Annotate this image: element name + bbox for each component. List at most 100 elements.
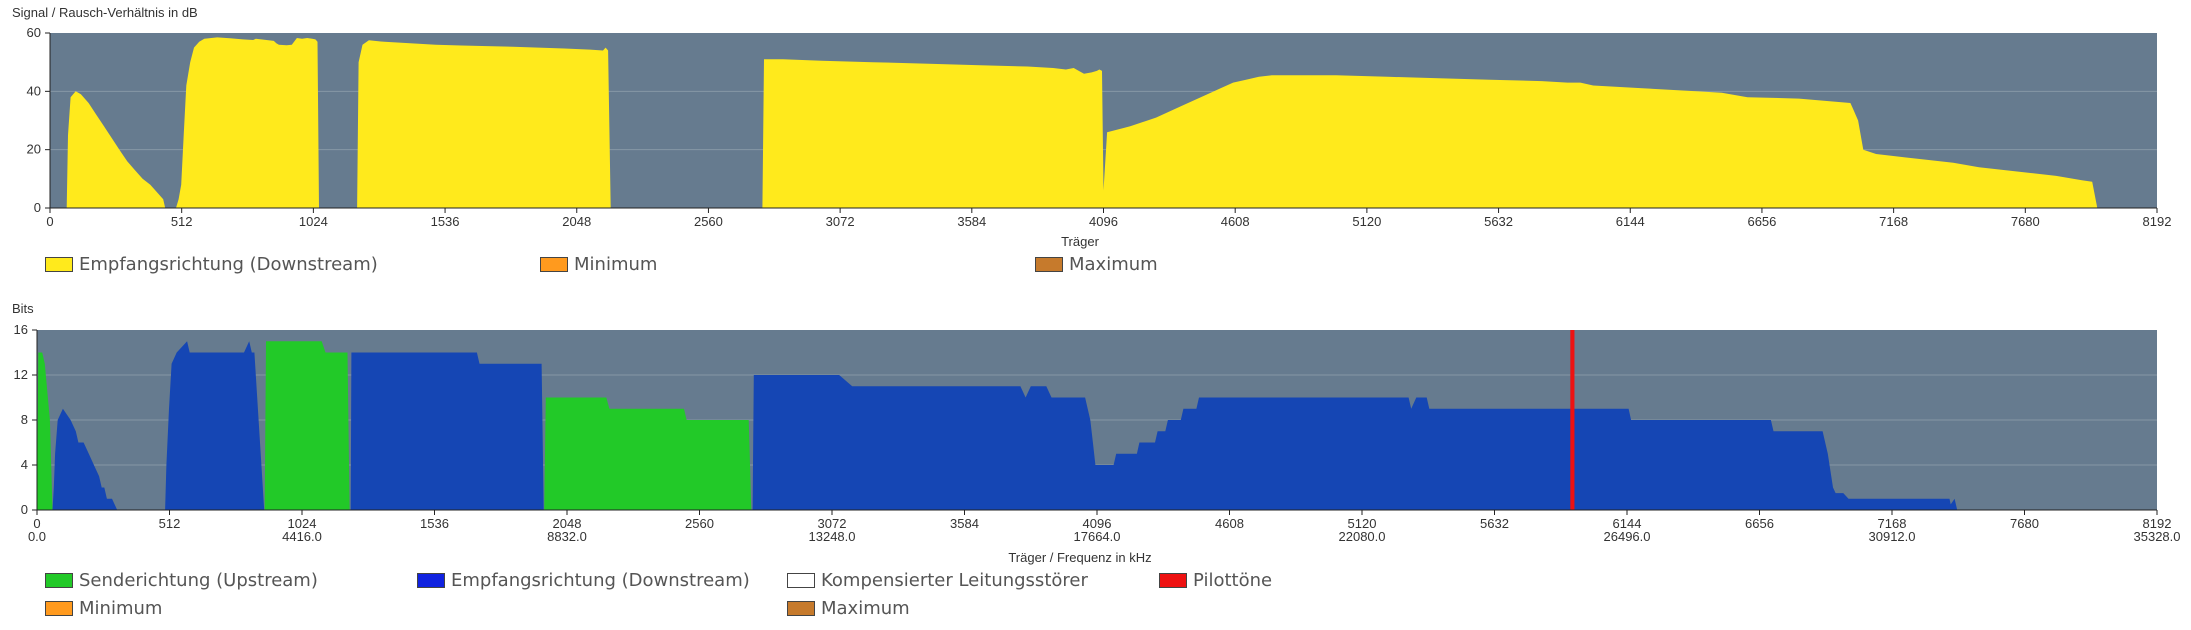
x-tick-label: 4608 [1221, 214, 1250, 229]
area-segment [165, 341, 265, 510]
bits-chart: Bits 0 4 8 12 16 0 512 1024 1536 2048 2560 3072 358… [12, 301, 2181, 565]
legend-label: Maximum [1069, 254, 1158, 275]
x-tick-label: 1024 [299, 214, 328, 229]
x-tick-label: 7168 [1879, 214, 1908, 229]
x-tick-label: 8192 [2143, 516, 2172, 531]
snr-legend-maximum: Maximum [1035, 254, 1158, 275]
x-tick-label: 2048 [562, 214, 591, 229]
pilot-swatch [1159, 573, 1187, 588]
pilot-tone-bar [1570, 330, 1575, 510]
bits-legend-downstream: Empfangsrichtung (Downstream) [417, 570, 750, 591]
snr-area-series [66, 37, 2098, 209]
x-tick-frequency-label: 4416.0 [282, 529, 322, 544]
y-tick-label: 16 [14, 322, 28, 337]
x-tick-label: 1024 [288, 516, 317, 531]
x-tick-label: 7680 [2010, 516, 2039, 531]
area-segment [176, 37, 319, 209]
legend-label: Senderichtung (Upstream) [79, 570, 318, 591]
x-tick-label: 3584 [950, 516, 979, 531]
area-segment [66, 91, 166, 208]
upstream-swatch [45, 573, 73, 588]
x-tick-label: 2560 [685, 516, 714, 531]
bits-legend-pilot: Pilottöne [1159, 570, 1272, 591]
x-tick-frequency-label: 22080.0 [1339, 529, 1386, 544]
downstream-swatch [417, 573, 445, 588]
bits-x-axis-label: Träger / Frequenz in kHz [1008, 550, 1151, 565]
bits-area-series [37, 341, 1958, 510]
y-tick-label: 20 [27, 142, 41, 157]
snr-x-ticks: 0 512 1024 1536 2048 2560 3072 3584 4096 4608 5120… [46, 208, 2171, 229]
x-tick-frequency-label: 17664.0 [1074, 529, 1121, 544]
bits-legend-minimum: Minimum [45, 598, 162, 619]
x-tick-label: 512 [159, 516, 181, 531]
y-tick-label: 0 [34, 200, 41, 215]
area-segment [37, 352, 53, 510]
y-tick-label: 40 [27, 83, 41, 98]
area-segment [544, 397, 752, 510]
area-segment [350, 352, 544, 510]
x-tick-label: 3584 [957, 214, 986, 229]
x-tick-label: 4096 [1083, 516, 1112, 531]
x-tick-label: 5632 [1480, 516, 1509, 531]
bits-x-ticks: 0 512 1024 1536 2048 2560 3072 3584 4096 4608 5120… [33, 510, 2171, 531]
downstream-swatch [45, 257, 73, 272]
legend-label: Maximum [821, 598, 910, 619]
x-tick-label: 6144 [1616, 214, 1645, 229]
x-tick-label: 1536 [420, 516, 449, 531]
x-tick-label: 6656 [1745, 516, 1774, 531]
x-tick-label: 7168 [1878, 516, 1907, 531]
x-tick-frequency-label: 13248.0 [809, 529, 856, 544]
x-tick-label: 4608 [1215, 516, 1244, 531]
area-segment [762, 59, 2098, 208]
x-tick-frequency-label: 35328.0 [2134, 529, 2181, 544]
legend-label: Pilottöne [1193, 570, 1273, 591]
snr-chart-title: Signal / Rausch-Verhältnis in dB [12, 5, 198, 20]
x-tick-label: 5120 [1348, 516, 1377, 531]
snr-chart: Signal / Rausch-Verhältnis in dB 0 20 40 60… [12, 5, 2171, 249]
x-tick-label: 0 [33, 516, 40, 531]
x-tick-frequency-label: 8832.0 [547, 529, 587, 544]
snr-x-axis-label: Träger [1061, 234, 1099, 249]
legend-label: Kompensierter Leitungsstörer [821, 570, 1088, 591]
legend-label: Empfangsrichtung (Downstream) [79, 254, 378, 275]
x-tick-label: 1536 [431, 214, 460, 229]
x-tick-frequency-label: 0.0 [28, 529, 46, 544]
y-tick-label: 60 [27, 25, 41, 40]
area-segment [264, 341, 350, 510]
x-tick-label: 3072 [818, 516, 847, 531]
y-tick-label: 4 [21, 457, 28, 472]
x-tick-label: 512 [171, 214, 193, 229]
snr-legend-minimum: Minimum [540, 254, 657, 275]
snr-legend-downstream: Empfangsrichtung (Downstream) [45, 254, 378, 275]
x-tick-label: 5120 [1352, 214, 1381, 229]
compensated-swatch [787, 573, 815, 588]
minimum-swatch [540, 257, 568, 272]
area-segment [52, 408, 118, 510]
minimum-swatch [45, 601, 73, 616]
pilot-tone-markers [1570, 330, 1575, 510]
area-segment [752, 375, 1958, 510]
y-tick-label: 8 [21, 412, 28, 427]
x-tick-label: 8192 [2143, 214, 2172, 229]
y-tick-label: 12 [14, 367, 28, 382]
legend-label: Minimum [574, 254, 658, 275]
x-tick-label: 6144 [1613, 516, 1642, 531]
x-tick-label: 3072 [826, 214, 855, 229]
bits-chart-title: Bits [12, 301, 34, 316]
x-tick-label: 2048 [553, 516, 582, 531]
snr-y-ticks: 0 20 40 60 [27, 25, 50, 215]
bits-legend-upstream: Senderichtung (Upstream) [45, 570, 318, 591]
legend-label: Empfangsrichtung (Downstream) [451, 570, 750, 591]
legend-label: Minimum [79, 598, 163, 619]
x-tick-frequency-label: 26496.0 [1604, 529, 1651, 544]
y-tick-label: 0 [21, 502, 28, 517]
bits-legend-compensated: Kompensierter Leitungsstörer [787, 570, 1088, 591]
x-tick-label: 4096 [1089, 214, 1118, 229]
maximum-swatch [1035, 257, 1063, 272]
x-tick-frequency-label: 30912.0 [1869, 529, 1916, 544]
x-tick-label: 6656 [1747, 214, 1776, 229]
bits-legend-maximum: Maximum [787, 598, 910, 619]
x-tick-label: 7680 [2011, 214, 2040, 229]
bits-y-ticks: 0 4 8 12 16 [14, 322, 37, 517]
